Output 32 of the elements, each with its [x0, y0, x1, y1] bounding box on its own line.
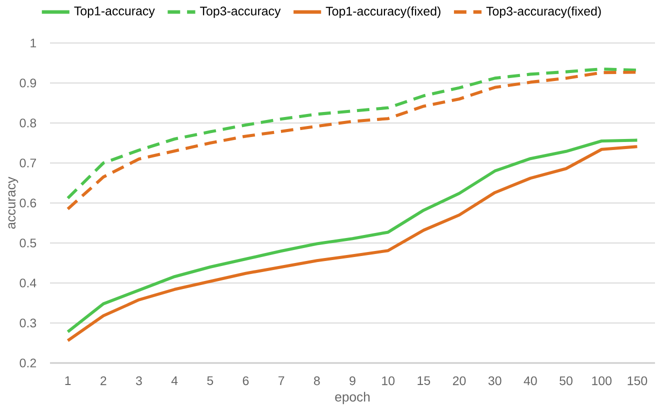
x-tick-label: 1 — [65, 376, 71, 385]
y-tick-label: 0.7 — [20, 158, 36, 168]
y-tick-label: 0.8 — [20, 118, 36, 128]
x-tick-label: 30 — [488, 376, 502, 386]
y-tick-label: 0.4 — [20, 278, 36, 288]
y-tick-label: 1 — [30, 38, 36, 48]
x-tick-label: 50 — [560, 376, 572, 386]
x-tick-label: 4 — [171, 376, 178, 385]
y-tick-label: 0.6 — [20, 198, 36, 208]
x-tick-label: 10 — [382, 376, 395, 386]
x-tick-label: 40 — [524, 376, 537, 386]
legend-label: Top3-accuracy — [200, 6, 281, 18]
x-tick-label: 20 — [452, 376, 466, 386]
x-tick-label: 5 — [207, 376, 214, 386]
y-axis-title: accuracy — [8, 176, 18, 229]
x-tick-label: 8 — [314, 376, 320, 386]
x-tick-label: 100 — [592, 376, 612, 386]
y-tick-label: 0.5 — [20, 238, 36, 248]
y-tick-label: 0.2 — [20, 358, 36, 368]
x-axis-title: epoch — [335, 392, 370, 404]
x-tick-label: 9 — [350, 376, 356, 386]
x-tick-label: 15 — [418, 376, 430, 386]
y-tick-label: 0.3 — [20, 318, 36, 328]
legend-label: Top3-accuracy(fixed) — [486, 6, 601, 18]
x-tick-label: 2 — [100, 376, 106, 386]
y-tick-label: 0.9 — [20, 78, 36, 88]
x-tick-label: 7 — [278, 376, 284, 385]
x-tick-label: 150 — [628, 376, 648, 386]
x-tick-label: 3 — [136, 376, 142, 386]
legend-label: Top1-accuracy — [74, 6, 155, 18]
legend-label: Top1-accuracy(fixed) — [326, 6, 440, 18]
x-tick-label: 6 — [242, 376, 249, 386]
